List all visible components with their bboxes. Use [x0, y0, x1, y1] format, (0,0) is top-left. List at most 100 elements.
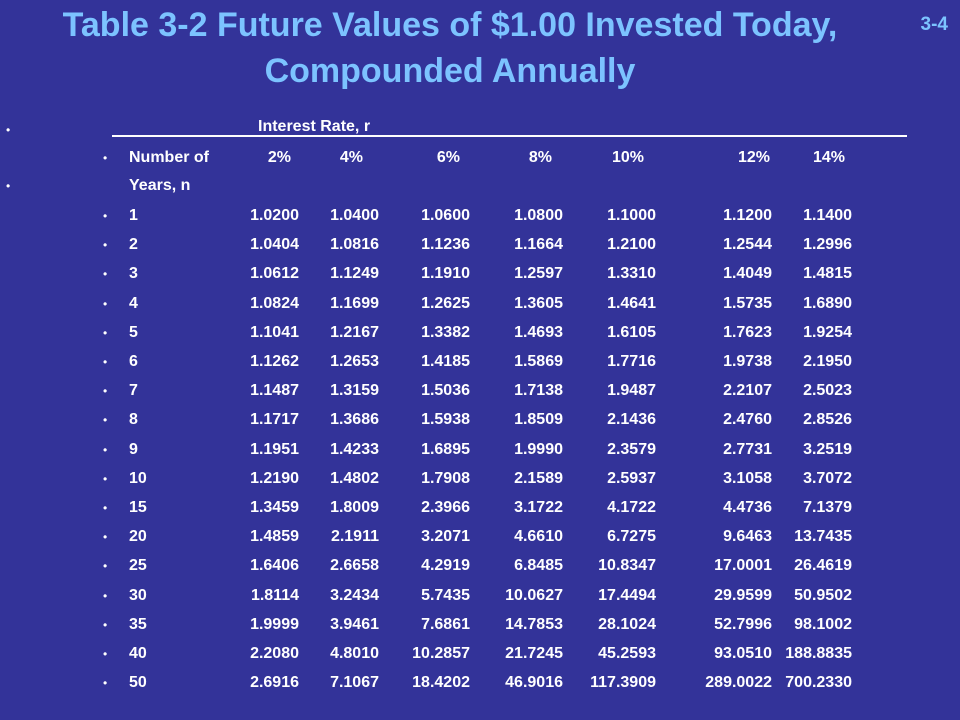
value-cell: 1.1487: [250, 382, 299, 399]
value-cell: 2.2080: [250, 645, 299, 662]
number-of-label: Number of: [129, 149, 209, 166]
value-cell: 1.5938: [421, 411, 470, 428]
value-cell: 1.7623: [723, 324, 772, 341]
value-cell: 1.3382: [421, 324, 470, 341]
value-cell: 1.4049: [723, 265, 772, 282]
value-cell: 1.0200: [250, 207, 299, 224]
value-cell: 1.1951: [250, 441, 299, 458]
value-cell: 21.7245: [505, 645, 563, 662]
value-cell: 45.2593: [598, 645, 656, 662]
value-cell: 52.7996: [714, 616, 772, 633]
value-cell: 1.3159: [330, 382, 379, 399]
value-cell: 188.8835: [785, 645, 852, 662]
value-cell: 1.2597: [514, 265, 563, 282]
value-cell: 1.1041: [250, 324, 299, 341]
value-cell: 3.9461: [330, 616, 379, 633]
bullet-marker: •: [103, 267, 108, 281]
value-cell: 1.6895: [421, 441, 470, 458]
value-cell: 7.6861: [421, 616, 470, 633]
value-cell: 7.1067: [330, 674, 379, 691]
value-cell: 28.1024: [598, 616, 656, 633]
value-cell: 1.2167: [330, 324, 379, 341]
value-cell: 3.1722: [514, 499, 563, 516]
bullet-marker: •: [103, 472, 108, 486]
value-cell: 1.2100: [607, 236, 656, 253]
value-cell: 289.0022: [705, 674, 772, 691]
bullet-marker: •: [103, 413, 108, 427]
value-cell: 46.9016: [505, 674, 563, 691]
value-cell: 93.0510: [714, 645, 772, 662]
value-cell: 2.7731: [723, 441, 772, 458]
value-cell: 3.2071: [421, 528, 470, 545]
value-cell: 1.2544: [723, 236, 772, 253]
bullet-marker: •: [103, 676, 108, 690]
year-cell: 8: [129, 411, 138, 428]
bullet-marker: •: [103, 443, 108, 457]
value-cell: 1.9999: [250, 616, 299, 633]
rate-header: 12%: [737, 149, 770, 166]
interest-rate-label: Interest Rate, r: [258, 118, 371, 135]
value-cell: 26.4619: [794, 557, 852, 574]
value-cell: 1.1262: [250, 353, 299, 370]
value-cell: 700.2330: [785, 674, 852, 691]
value-cell: 1.9990: [514, 441, 563, 458]
year-cell: 9: [129, 441, 138, 458]
value-cell: 1.1400: [803, 207, 852, 224]
value-cell: 1.3605: [514, 295, 563, 312]
rate-header: 14%: [812, 149, 845, 166]
years-label: Years, n: [129, 177, 191, 194]
bullet-marker: •: [103, 589, 108, 603]
value-cell: 1.5735: [723, 295, 772, 312]
value-cell: 117.3909: [590, 674, 656, 691]
value-cell: 2.6658: [330, 557, 379, 574]
value-cell: 1.1249: [330, 265, 379, 282]
value-cell: 1.2996: [803, 236, 852, 253]
value-cell: 1.9254: [803, 324, 852, 341]
value-cell: 1.0800: [514, 207, 563, 224]
value-cell: 2.3966: [421, 499, 470, 516]
value-cell: 1.1910: [421, 265, 470, 282]
value-cell: 1.1000: [607, 207, 656, 224]
value-cell: 1.4693: [514, 324, 563, 341]
value-cell: 1.6890: [803, 295, 852, 312]
value-cell: 2.3579: [607, 441, 656, 458]
bullet-marker: •: [103, 647, 108, 661]
bullet-marker: •: [103, 559, 108, 573]
value-cell: 1.3686: [330, 411, 379, 428]
value-cell: 3.2434: [330, 587, 379, 604]
value-cell: 3.2519: [803, 441, 852, 458]
value-cell: 4.8010: [330, 645, 379, 662]
value-cell: 1.9487: [607, 382, 656, 399]
value-cell: 1.1699: [330, 295, 379, 312]
year-cell: 6: [129, 353, 138, 370]
value-cell: 1.3310: [607, 265, 656, 282]
year-cell: 40: [129, 645, 147, 662]
year-cell: 35: [129, 616, 147, 633]
value-cell: 1.1236: [421, 236, 470, 253]
value-cell: 2.1436: [607, 411, 656, 428]
value-cell: 1.1200: [723, 207, 772, 224]
slide-number: 3-4: [920, 14, 948, 35]
rate-header: 10%: [611, 149, 644, 166]
value-cell: 2.1589: [514, 470, 563, 487]
value-cell: 7.1379: [803, 499, 852, 516]
value-cell: 6.8485: [514, 557, 563, 574]
year-cell: 4: [129, 295, 138, 312]
rate-header: 6%: [436, 149, 460, 166]
value-cell: 14.7853: [505, 616, 563, 633]
bullet-marker: •: [6, 123, 11, 137]
bullet-marker: •: [103, 384, 108, 398]
value-cell: 1.7716: [607, 353, 656, 370]
value-cell: 4.6610: [514, 528, 563, 545]
year-cell: 10: [129, 470, 147, 487]
value-cell: 10.2857: [412, 645, 470, 662]
value-cell: 29.9599: [714, 587, 772, 604]
title-line-1: Table 3-2 Future Values of $1.00 Investe…: [62, 6, 838, 44]
bullet-marker: •: [103, 355, 108, 369]
value-cell: 1.4815: [803, 265, 852, 282]
value-cell: 10.8347: [598, 557, 656, 574]
value-cell: 1.5036: [421, 382, 470, 399]
value-cell: 1.4641: [607, 295, 656, 312]
value-cell: 1.1717: [250, 411, 299, 428]
value-cell: 2.1911: [330, 528, 379, 545]
